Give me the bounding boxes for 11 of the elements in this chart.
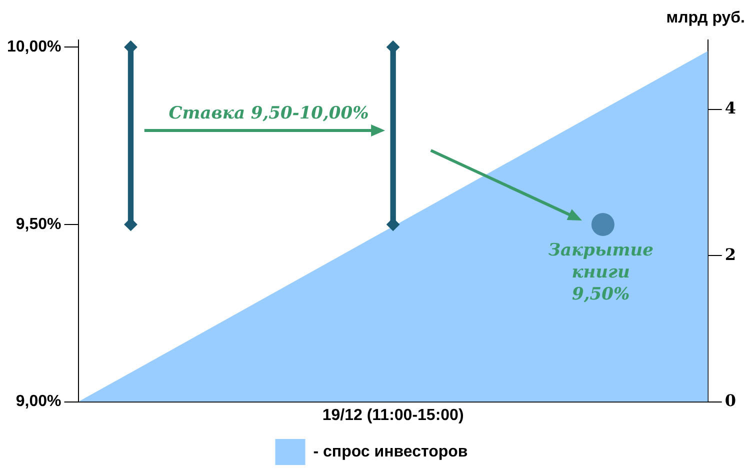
y2-axis-title: млрд руб.: [666, 9, 745, 26]
y-tick-label: 10,00%: [7, 38, 62, 56]
y-tick-label: 9,50%: [16, 216, 62, 233]
y2-tick-label: 2: [724, 244, 736, 264]
legend-label: - спрос инвесторов: [313, 443, 468, 460]
y2-tick-label: 4: [724, 98, 736, 118]
annotation: Закрытие книги 9,50%: [548, 240, 654, 304]
y2-tick-label: 0: [724, 390, 736, 410]
annotation: Ставка 9,50-10,00%: [168, 103, 369, 124]
x-axis-title: 19/12 (11:00-15:00): [322, 406, 464, 424]
y-tick-label: 9,00%: [16, 393, 62, 410]
